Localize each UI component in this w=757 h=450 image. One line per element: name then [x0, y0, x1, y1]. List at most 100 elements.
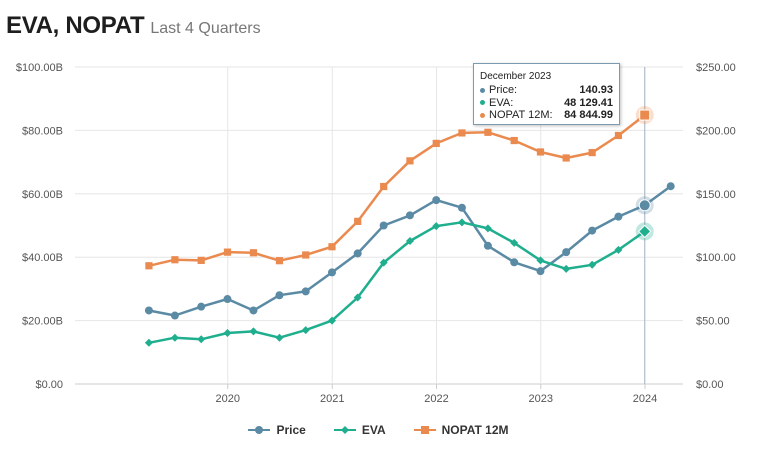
data-point-eva — [588, 260, 597, 269]
data-point-nopat-12m — [458, 129, 466, 137]
series-line-eva — [148, 221, 646, 345]
data-point-price — [562, 248, 571, 257]
data-point-nopat-12m — [354, 217, 362, 225]
data-point-nopat-12m — [588, 148, 596, 157]
x-tick-label: 2021 — [320, 393, 344, 405]
chart-tooltip: December 2023 Price: 140.93 EVA: 48 129.… — [473, 63, 620, 125]
data-point-eva — [275, 333, 284, 342]
legend-swatch-eva — [333, 426, 356, 434]
data-point-nopat-12m — [484, 128, 492, 136]
left-tick-label: $0.00 — [35, 379, 63, 391]
data-point-eva — [249, 327, 258, 336]
tooltip-label-nopat: NOPAT 12M: — [489, 109, 553, 122]
data-point-nopat-12m — [275, 257, 284, 265]
data-point-price — [275, 291, 284, 300]
data-point-eva — [510, 238, 519, 247]
data-point-nopat-12m — [302, 251, 310, 259]
data-point-price — [249, 306, 258, 315]
x-tick-label: 2020 — [216, 393, 240, 405]
data-point-nopat-12m — [328, 243, 336, 251]
tooltip-value-price: 140.93 — [579, 84, 613, 97]
data-point-eva — [457, 218, 466, 227]
data-point-nopat-12m — [639, 109, 651, 121]
data-point-eva — [432, 222, 441, 231]
legend-swatch-price — [248, 426, 271, 434]
chart-title: EVA, NOPAT Last 4 Quarters — [6, 12, 261, 40]
legend-item-eva[interactable]: EVA — [333, 423, 386, 437]
page-subtitle: Last 4 Quarters — [150, 20, 261, 37]
data-point-nopat-12m — [614, 131, 623, 140]
tooltip-label-price: Price: — [489, 84, 518, 97]
data-point-price — [666, 182, 675, 191]
data-point-price — [327, 268, 336, 277]
data-point-price — [197, 302, 206, 311]
left-tick-label: $80.00B — [22, 125, 63, 137]
tooltip-row-eva: EVA: 48 129.41 — [480, 97, 613, 110]
series-line-nopat-12m — [148, 114, 646, 268]
data-point-price — [301, 287, 310, 296]
tooltip-value-nopat: 84 844.99 — [564, 109, 613, 122]
data-point-eva — [301, 326, 310, 335]
data-point-price — [432, 196, 441, 205]
x-tick-label: 2023 — [529, 393, 553, 405]
data-point-eva — [327, 316, 336, 325]
data-point-nopat-12m — [536, 148, 545, 156]
data-point-nopat-12m — [223, 248, 232, 256]
data-point-price — [170, 311, 179, 320]
chart-legend: Price EVA NOPAT 12M — [0, 423, 757, 437]
data-point-eva — [223, 328, 232, 337]
data-point-price — [223, 295, 232, 304]
data-point-price — [457, 203, 466, 212]
data-point-price — [379, 221, 388, 230]
data-point-eva — [353, 293, 362, 302]
data-point-price — [536, 267, 545, 276]
left-tick-label: $100.00B — [16, 62, 63, 74]
left-tick-label: $40.00B — [22, 252, 63, 264]
data-point-price — [510, 258, 519, 267]
right-tick-label: $250.00 — [696, 62, 736, 74]
tooltip-row-nopat: NOPAT 12M: 84 844.99 — [480, 109, 613, 122]
right-tick-label: $200.00 — [696, 125, 736, 137]
data-point-nopat-12m — [197, 256, 205, 264]
data-point-nopat-12m — [380, 182, 388, 191]
data-point-eva — [197, 335, 206, 344]
x-tick-label: 2022 — [424, 393, 448, 405]
data-point-price — [144, 306, 153, 315]
right-tick-label: $0.00 — [696, 379, 724, 391]
left-tick-label: $20.00B — [22, 316, 63, 328]
data-point-eva — [170, 333, 179, 342]
legend-label-eva: EVA — [361, 423, 386, 437]
data-point-eva — [536, 256, 545, 265]
page-title: EVA, NOPAT — [6, 12, 145, 39]
right-tick-label: $50.00 — [696, 316, 730, 328]
data-point-eva — [405, 237, 414, 246]
data-point-price — [638, 199, 651, 212]
data-point-nopat-12m — [249, 249, 258, 257]
data-point-price — [483, 241, 492, 250]
tooltip-dot-nopat — [480, 112, 485, 118]
data-point-nopat-12m — [432, 139, 440, 147]
legend-item-price[interactable]: Price — [248, 423, 306, 437]
data-point-price — [353, 249, 362, 258]
data-point-nopat-12m — [171, 256, 179, 264]
right-tick-label: $150.00 — [696, 189, 736, 201]
legend-label-price: Price — [276, 423, 306, 437]
left-tick-label: $60.00B — [22, 189, 63, 201]
legend-label-nopat: NOPAT 12M — [441, 423, 509, 437]
tooltip-row-price: Price: 140.93 — [480, 84, 613, 97]
x-tick-label: 2024 — [633, 393, 657, 405]
data-point-eva — [562, 264, 571, 273]
data-point-nopat-12m — [406, 157, 414, 165]
data-point-eva — [379, 258, 388, 267]
data-point-price — [405, 211, 414, 220]
right-tick-label: $100.00 — [696, 252, 736, 264]
data-point-eva — [144, 338, 153, 347]
tooltip-dot-eva — [480, 100, 485, 106]
data-point-price — [588, 226, 597, 235]
tooltip-date: December 2023 — [480, 71, 552, 82]
legend-item-nopat[interactable]: NOPAT 12M — [413, 423, 509, 437]
legend-swatch-nopat — [413, 426, 436, 434]
tooltip-value-eva: 48 129.41 — [564, 96, 613, 109]
data-point-nopat-12m — [562, 154, 570, 162]
tooltip-label-eva: EVA: — [489, 96, 514, 109]
